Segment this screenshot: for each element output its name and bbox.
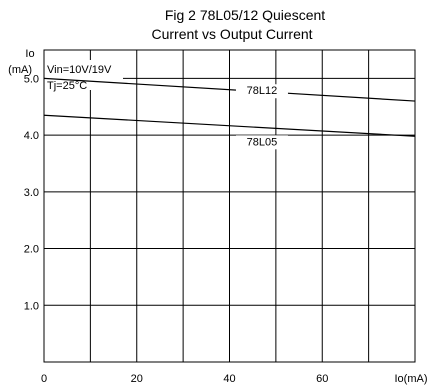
x-axis-label: Io(mA): [395, 373, 428, 385]
series-line-78l05: [43, 114, 416, 137]
series-label-78l05: 78L05: [247, 136, 278, 148]
y-tick-labels: 1.0 2.0 3.0 4.0 5.0: [24, 73, 39, 312]
series-line-78l12: [43, 77, 416, 102]
x-tick-label: 0: [41, 373, 47, 385]
y-tick-label: 4.0: [24, 130, 39, 142]
y-axis-label-line1: Io: [25, 48, 34, 60]
series-label-background: [235, 84, 288, 99]
x-tick-labels: 0 20 40 60: [41, 373, 328, 385]
y-axis-label-line2: (mA): [8, 64, 32, 76]
conditions-background: [45, 60, 123, 90]
series-label-background: [235, 135, 288, 150]
chart-title-line2: Current vs Output Current: [151, 26, 312, 42]
x-tick-label: 40: [223, 373, 235, 385]
series-label-78l12: 78L12: [247, 85, 278, 97]
x-tick-label: 60: [316, 373, 328, 385]
conditions-line1: Vin=10V/19V: [47, 64, 112, 76]
series-group: 78L12 78L05: [43, 77, 416, 150]
y-tick-label: 5.0: [24, 73, 39, 85]
y-tick-label: 3.0: [24, 187, 39, 199]
y-tick-label: 1.0: [24, 300, 39, 312]
grid: [44, 50, 415, 362]
chart-title-line1: Fig 2 78L05/12 Quiescent: [165, 7, 325, 23]
plot-frame: [43, 49, 416, 363]
y-tick-label: 2.0: [24, 244, 39, 256]
conditions-line2: Tj=25°C: [47, 80, 87, 92]
x-tick-label: 20: [131, 373, 143, 385]
